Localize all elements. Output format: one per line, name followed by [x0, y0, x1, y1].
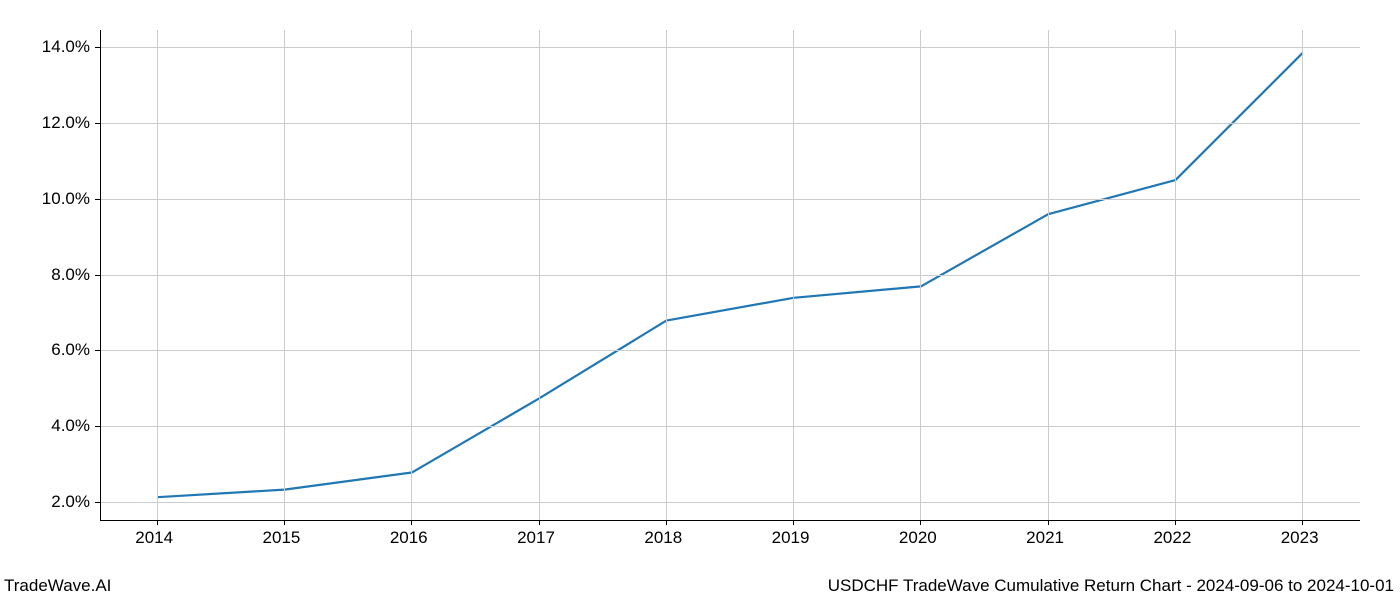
y-tick-mark	[95, 502, 100, 503]
grid-line-vertical	[284, 30, 285, 520]
x-tick-label: 2015	[263, 528, 301, 548]
grid-line-vertical	[793, 30, 794, 520]
y-tick-mark	[95, 199, 100, 200]
grid-line-vertical	[1048, 30, 1049, 520]
x-tick-mark	[1302, 520, 1303, 525]
grid-line-vertical	[1302, 30, 1303, 520]
y-tick-label: 2.0%	[51, 492, 90, 512]
y-tick-label: 10.0%	[42, 189, 90, 209]
y-tick-label: 4.0%	[51, 416, 90, 436]
x-tick-mark	[284, 520, 285, 525]
x-tick-label: 2019	[772, 528, 810, 548]
y-tick-mark	[95, 350, 100, 351]
chart-container: TradeWave.AI USDCHF TradeWave Cumulative…	[0, 0, 1400, 600]
grid-line-horizontal	[100, 199, 1360, 200]
grid-line-horizontal	[100, 275, 1360, 276]
x-tick-label: 2022	[1153, 528, 1191, 548]
y-tick-label: 8.0%	[51, 265, 90, 285]
grid-line-vertical	[411, 30, 412, 520]
x-tick-label: 2018	[644, 528, 682, 548]
y-tick-label: 6.0%	[51, 340, 90, 360]
x-tick-mark	[1048, 520, 1049, 525]
x-tick-label: 2017	[517, 528, 555, 548]
grid-line-vertical	[1175, 30, 1176, 520]
x-tick-mark	[793, 520, 794, 525]
footer-right-label: USDCHF TradeWave Cumulative Return Chart…	[828, 576, 1394, 596]
grid-line-vertical	[539, 30, 540, 520]
y-tick-label: 12.0%	[42, 113, 90, 133]
grid-line-horizontal	[100, 123, 1360, 124]
x-tick-mark	[1175, 520, 1176, 525]
x-tick-mark	[539, 520, 540, 525]
y-tick-mark	[95, 47, 100, 48]
grid-line-vertical	[920, 30, 921, 520]
grid-line-vertical	[157, 30, 158, 520]
grid-line-horizontal	[100, 502, 1360, 503]
grid-line-horizontal	[100, 350, 1360, 351]
grid-line-horizontal	[100, 426, 1360, 427]
y-tick-mark	[95, 426, 100, 427]
x-tick-label: 2023	[1281, 528, 1319, 548]
grid-line-vertical	[666, 30, 667, 520]
line-svg	[0, 0, 1400, 600]
y-tick-mark	[95, 275, 100, 276]
grid-line-horizontal	[100, 47, 1360, 48]
footer-left-label: TradeWave.AI	[4, 576, 111, 596]
x-tick-mark	[157, 520, 158, 525]
x-tick-mark	[411, 520, 412, 525]
x-tick-mark	[920, 520, 921, 525]
x-tick-label: 2021	[1026, 528, 1064, 548]
x-tick-mark	[666, 520, 667, 525]
y-tick-label: 14.0%	[42, 37, 90, 57]
x-tick-label: 2016	[390, 528, 428, 548]
y-tick-mark	[95, 123, 100, 124]
x-tick-label: 2014	[135, 528, 173, 548]
x-tick-label: 2020	[899, 528, 937, 548]
x-axis-spine	[100, 520, 1360, 521]
